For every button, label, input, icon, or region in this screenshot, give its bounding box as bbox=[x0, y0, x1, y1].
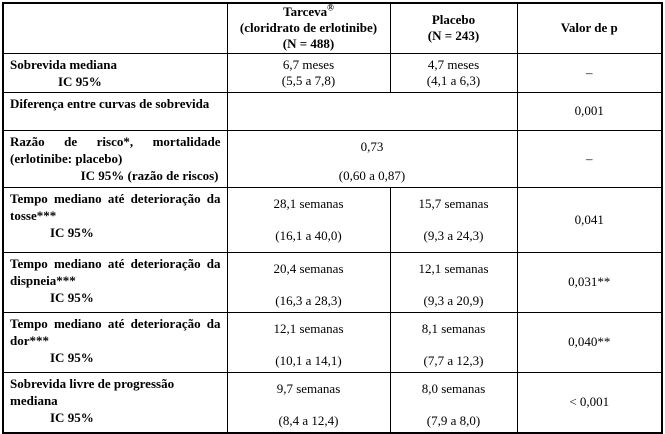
cell-tosse-tarceva: 28,1 semanas (16,1 a 40,0) bbox=[226, 186, 391, 253]
header-pvalue: Valor de p bbox=[516, 2, 663, 54]
cell-dispneia-pvalue: 0,031** bbox=[516, 251, 663, 313]
label-tempo-tosse: Tempo mediano até deterioração da tosse*… bbox=[2, 186, 228, 253]
label-tempo-dispneia: Tempo mediano até deterioração da dispne… bbox=[2, 251, 228, 313]
cell-dor-pvalue: 0,040** bbox=[516, 311, 663, 373]
cell-tosse-placebo: 15,7 semanas (9,3 a 24,3) bbox=[389, 186, 518, 253]
cell-progressao-placebo: 8,0 semanas (7,9 a 8,0) bbox=[389, 371, 518, 434]
tarceva-title: Tarceva® bbox=[283, 3, 334, 20]
cell-sobrevida-tarceva: 6,7 meses (5,5 a 7,8) bbox=[226, 52, 391, 93]
cell-progressao-pvalue: < 0,001 bbox=[516, 371, 663, 434]
header-empty-cell bbox=[2, 2, 228, 54]
cell-sobrevida-placebo: 4,7 meses (4,1 a 6,3) bbox=[389, 52, 518, 93]
label-diferenca-curvas: Diferença entre curvas de sobrevida bbox=[2, 91, 228, 131]
header-placebo: Placebo (N = 243) bbox=[389, 2, 518, 54]
ic95-label: IC 95% bbox=[50, 224, 94, 240]
label-razao-risco: Razão de risco*, mortalidade (erlotinibe… bbox=[2, 129, 228, 188]
tarceva-subtitle: (cloridrato de erlotinibe) bbox=[239, 20, 378, 36]
placebo-n: (N = 243) bbox=[427, 28, 480, 44]
row-sobrevida-mediana: Sobrevida mediana IC 95% 6,7 meses (5,5 … bbox=[2, 52, 663, 93]
label-sobrevida-progressao: Sobrevida livre de progressão mediana IC… bbox=[2, 371, 228, 434]
ic95-label: IC 95% bbox=[58, 73, 102, 89]
cell-razao-merged: 0,73 (0,60 a 0,87) bbox=[226, 129, 518, 188]
cell-dor-placebo: 8,1 semanas (7,7 a 12,3) bbox=[389, 311, 518, 373]
cell-tosse-pvalue: 0,041 bbox=[516, 186, 663, 253]
cell-dispneia-tarceva: 20,4 semanas (16,3 a 28,3) bbox=[226, 251, 391, 313]
ic95-razao-label: IC 95% (razão de riscos) bbox=[80, 167, 219, 183]
row-razao-risco: Razão de risco*, mortalidade (erlotinibe… bbox=[2, 129, 663, 188]
header-row: Tarceva® (cloridrato de erlotinibe) (N =… bbox=[2, 2, 663, 54]
cell-diferenca-pvalue: 0,001 bbox=[516, 91, 663, 131]
cell-progressao-tarceva: 9,7 semanas (8,4 a 12,4) bbox=[226, 371, 391, 434]
ic95-label: IC 95% bbox=[50, 289, 94, 305]
cell-sobrevida-pvalue: – bbox=[516, 52, 663, 93]
row-tempo-dispneia: Tempo mediano até deterioração da dispne… bbox=[2, 251, 663, 313]
ic95-label: IC 95% bbox=[50, 409, 94, 425]
label-tempo-dor: Tempo mediano até deterioração da dor***… bbox=[2, 311, 228, 373]
cell-dor-tarceva: 12,1 semanas (10,1 a 14,1) bbox=[226, 311, 391, 373]
row-tempo-tosse: Tempo mediano até deterioração da tosse*… bbox=[2, 186, 663, 253]
row-diferenca-curvas: Diferença entre curvas de sobrevida 0,00… bbox=[2, 91, 663, 131]
cell-diferenca-merged-empty bbox=[226, 91, 518, 131]
header-tarceva: Tarceva® (cloridrato de erlotinibe) (N =… bbox=[226, 2, 391, 54]
registered-trademark: ® bbox=[327, 3, 334, 13]
ic95-label: IC 95% bbox=[50, 349, 94, 365]
tarceva-n: (N = 488) bbox=[282, 36, 335, 52]
label-sobrevida-mediana: Sobrevida mediana IC 95% bbox=[2, 52, 228, 93]
cell-razao-pvalue: – bbox=[516, 129, 663, 188]
row-sobrevida-progressao: Sobrevida livre de progressão mediana IC… bbox=[2, 371, 663, 434]
placebo-title: Placebo bbox=[431, 12, 476, 28]
cell-dispneia-placebo: 12,1 semanas (9,3 a 20,9) bbox=[389, 251, 518, 313]
row-tempo-dor: Tempo mediano até deterioração da dor***… bbox=[2, 311, 663, 373]
